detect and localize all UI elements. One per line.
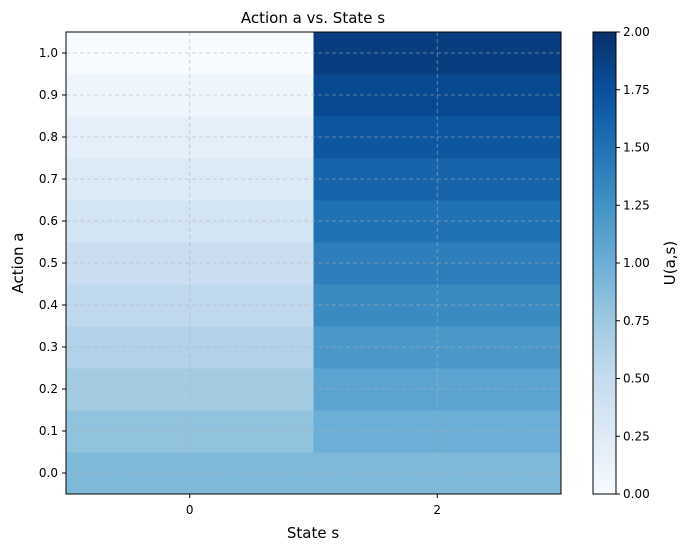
colorbar-tick-label: 0.00 — [623, 487, 650, 501]
y-tick-label: 0.5 — [39, 256, 58, 270]
y-ticks: 0.0 0.1 0.2 0.3 0.4 0.5 0.6 0.7 0.8 0.9 1.0 — [39, 46, 66, 480]
y-tick-label: 0.9 — [39, 88, 58, 102]
grid-lines — [66, 32, 561, 494]
colorbar-tick-label: 1.25 — [623, 198, 650, 212]
colorbar — [592, 31, 617, 495]
colorbar-tick-label: 1.00 — [623, 256, 650, 270]
colorbar-tick-label: 2.00 — [623, 25, 650, 39]
x-axis-label: State s — [287, 524, 339, 542]
y-tick-label: 1.0 — [39, 46, 58, 60]
colorbar-tick-label: 0.75 — [623, 314, 650, 328]
y-tick-label: 0.0 — [39, 466, 58, 480]
colorbar-tick-label: 0.50 — [623, 372, 650, 386]
y-tick-label: 0.7 — [39, 172, 58, 186]
colorbar-tick-label: 0.25 — [623, 429, 650, 443]
y-tick-label: 0.1 — [39, 424, 58, 438]
y-tick-label: 0.6 — [39, 214, 58, 228]
x-tick-label: 2 — [433, 503, 441, 517]
y-tick-label: 0.4 — [39, 298, 58, 312]
y-tick-label: 0.3 — [39, 340, 58, 354]
y-tick-label: 0.2 — [39, 382, 58, 396]
chart-title: Action a vs. State s — [241, 9, 385, 27]
colorbar-tick-label: 1.50 — [623, 141, 650, 155]
x-tick-label: 0 — [186, 503, 194, 517]
colorbar-tick-label: 1.75 — [623, 83, 650, 97]
y-axis-label: Action a — [9, 233, 27, 294]
y-tick-label: 0.8 — [39, 130, 58, 144]
colorbar-label: U(a,s) — [661, 241, 679, 285]
colorbar-ticks: 0.00 0.25 0.50 0.75 1.00 1.25 1.50 1.75 2.00 — [616, 25, 650, 501]
